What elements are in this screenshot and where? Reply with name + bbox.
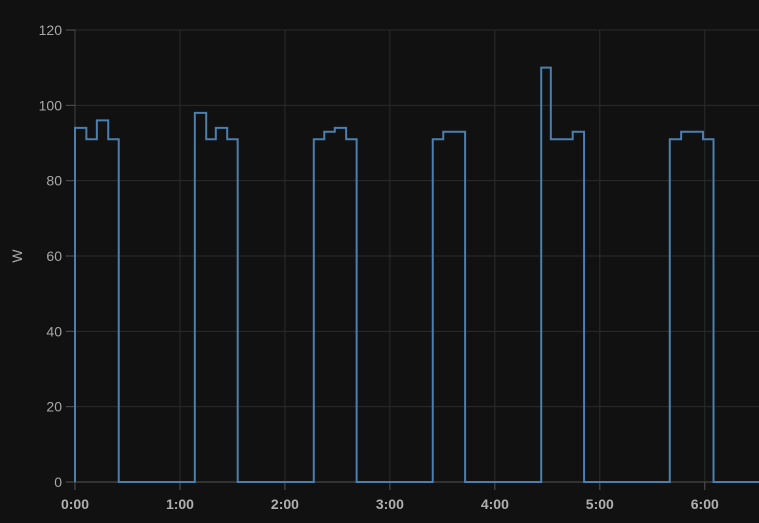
x-tick-label: 5:00 bbox=[586, 496, 614, 512]
x-axis: 0:00 1:00 2:00 3:00 4:00 5:00 6:00 bbox=[61, 482, 719, 512]
x-tick-label: 3:00 bbox=[376, 496, 404, 512]
y-tick-label: 120 bbox=[39, 22, 63, 38]
y-tick-label: 40 bbox=[46, 323, 62, 339]
y-tick-label: 60 bbox=[46, 248, 62, 264]
x-tick-label: 1:00 bbox=[166, 496, 194, 512]
y-tick-label: 0 bbox=[54, 474, 62, 490]
y-axis: 0 20 40 60 80 100 120 bbox=[39, 22, 75, 490]
x-tick-label: 2:00 bbox=[271, 496, 299, 512]
series bbox=[74, 66, 759, 483]
x-tick-label: 4:00 bbox=[481, 496, 509, 512]
x-tick-label: 0:00 bbox=[61, 496, 89, 512]
power-step-line bbox=[74, 66, 759, 483]
x-tick-label: 6:00 bbox=[691, 496, 719, 512]
y-tick-label: 80 bbox=[46, 173, 62, 189]
grid bbox=[74, 29, 759, 483]
y-tick-label: 100 bbox=[39, 97, 63, 113]
y-tick-label: 20 bbox=[46, 399, 62, 415]
y-axis-label: W bbox=[9, 249, 25, 263]
